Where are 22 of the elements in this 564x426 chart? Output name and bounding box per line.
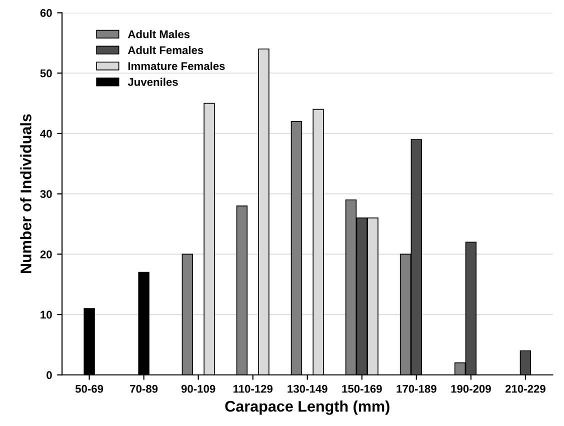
legend-label: Immature Females <box>128 62 225 70</box>
legend-label: Juveniles <box>128 78 178 86</box>
y-tick-label: 0 <box>46 371 52 380</box>
x-tick-label: 210-229 <box>505 384 546 393</box>
y-tick-label: 30 <box>40 190 52 198</box>
x-tick-label: 70-89 <box>130 384 158 393</box>
y-axis-title: Number of Individuals <box>20 114 32 274</box>
y-tick-label: 40 <box>40 130 52 138</box>
x-tick-label: 150-169 <box>342 384 382 393</box>
x-tick-label: 190-209 <box>451 384 491 393</box>
y-tick-label: 50 <box>40 69 52 78</box>
y-tick-label: 60 <box>40 9 52 17</box>
legend-label: Adult Females <box>128 46 204 54</box>
x-tick-label: 90-109 <box>181 384 216 393</box>
y-tick-label: 10 <box>40 310 52 319</box>
x-tick-label: 130-149 <box>288 384 328 393</box>
legend-label: Adult Males <box>128 30 190 38</box>
y-tick-label: 20 <box>40 250 52 258</box>
x-tick-label: 50-69 <box>75 384 104 393</box>
x-axis-title: Carapace Length (mm) <box>225 400 390 415</box>
x-tick-label: 110-129 <box>233 384 273 393</box>
x-tick-label: 170-189 <box>396 384 436 393</box>
